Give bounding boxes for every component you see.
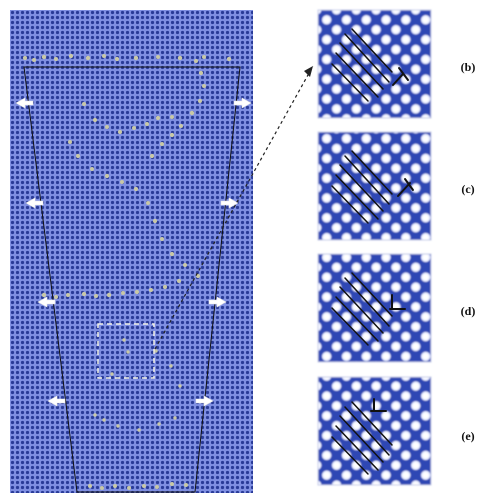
t-symbol-icon [389,294,406,310]
white-arrow-icon [15,97,252,407]
zoom-panel-d [317,253,432,363]
zoom-panel-e [317,376,432,486]
t-symbol-icon [397,178,414,197]
sample-outline [23,66,241,493]
panel-label-e: (e) [461,429,475,443]
grain-boundary-atoms [22,53,232,490]
zoom-region-box [97,323,155,379]
panel-label-c: (c) [461,182,475,196]
t-symbol-icon [392,67,409,86]
zoom-panel-c [317,131,432,241]
zoom-connector [154,65,314,350]
panel-label-d: (d) [460,304,476,318]
t-symbol-icon [370,398,387,412]
panel-label-b: (b) [460,60,476,74]
simulation-overview [10,10,253,493]
lattice-background [10,10,253,493]
zoom-panel-b [317,9,432,119]
